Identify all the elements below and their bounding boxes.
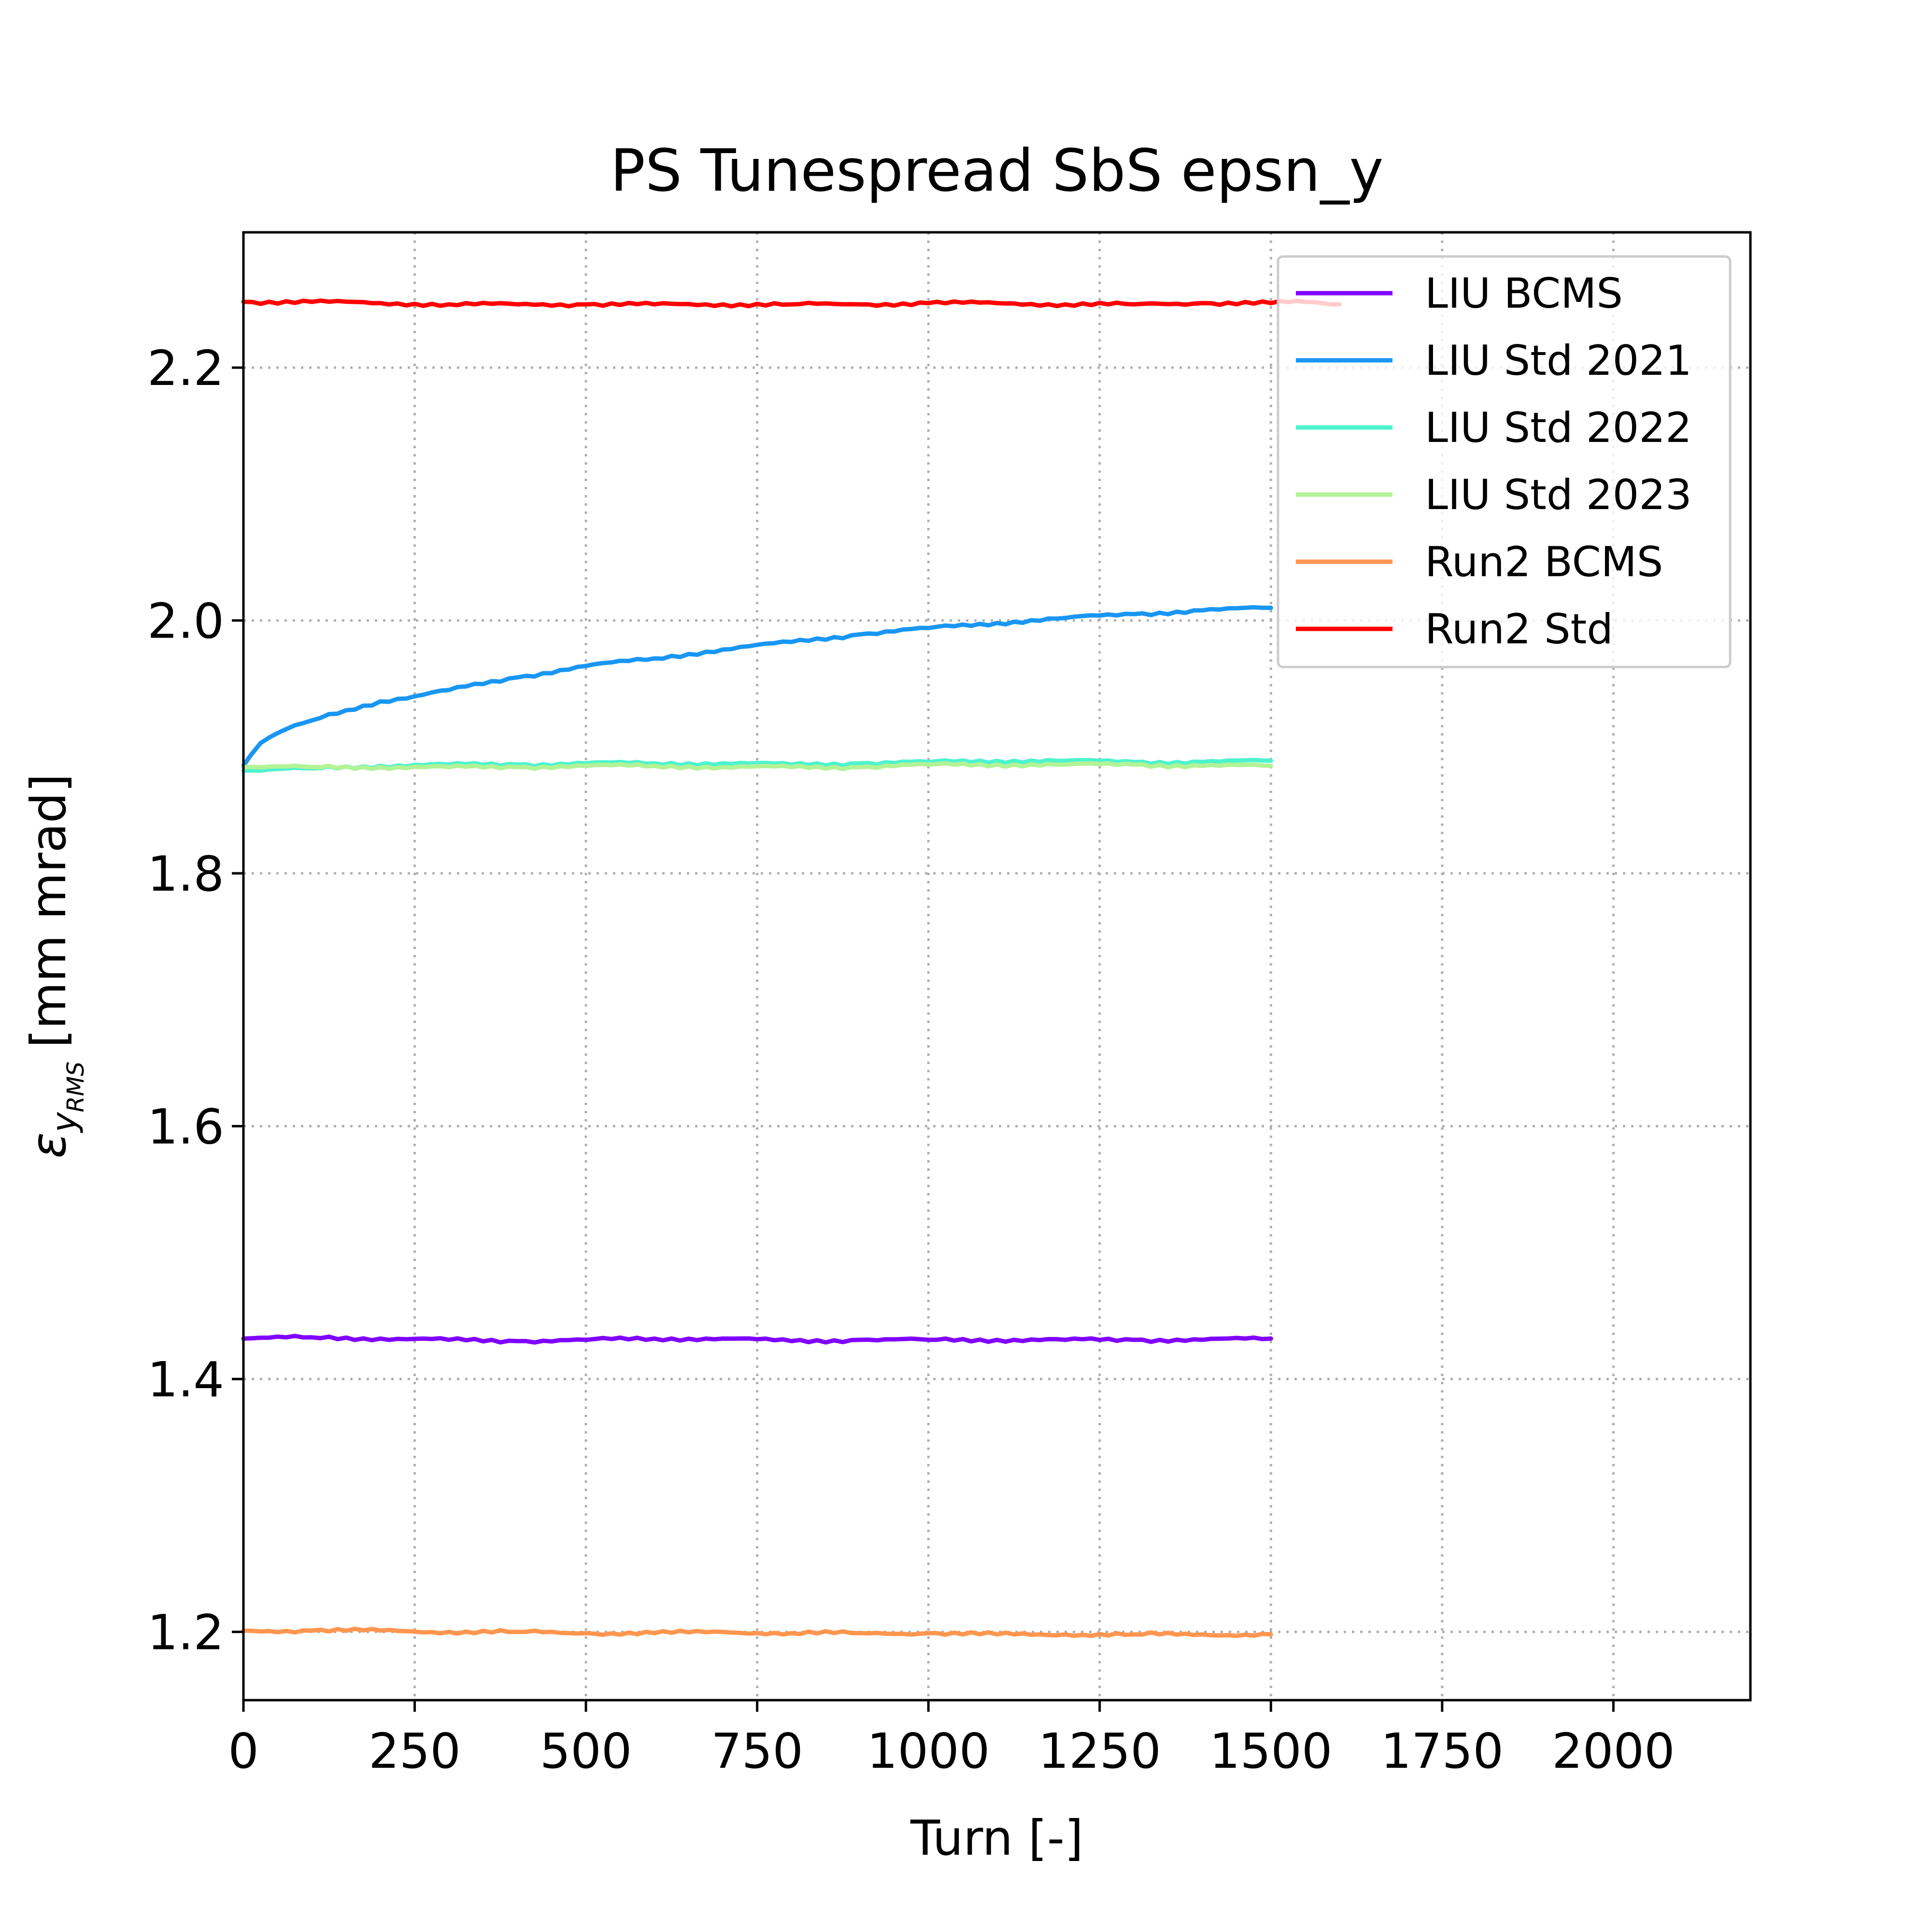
series-line bbox=[241, 1334, 1273, 1345]
x-tick-label: 1500 bbox=[1209, 1723, 1333, 1779]
legend-label: Run2 Std bbox=[1425, 605, 1613, 653]
plot-frame bbox=[242, 231, 1752, 1702]
y-tick-label: 1.2 bbox=[147, 1605, 224, 1661]
x-axis-label: Turn [-] bbox=[910, 1810, 1083, 1866]
series-line bbox=[241, 761, 1273, 771]
plot-series bbox=[241, 298, 1342, 1638]
series-line bbox=[241, 298, 1342, 309]
legend-label: Run2 BCMS bbox=[1425, 538, 1663, 586]
y-tick-label: 2.2 bbox=[147, 340, 224, 397]
y-tick-label: 1.6 bbox=[147, 1099, 224, 1155]
y-axis-label-symbol: ε bbox=[20, 1132, 77, 1158]
x-tick-label: 750 bbox=[711, 1723, 803, 1779]
x-tick-label: 500 bbox=[540, 1723, 632, 1779]
x-tick-label: 250 bbox=[369, 1723, 461, 1779]
y-axis-label-subsubscript: RMS bbox=[62, 1062, 89, 1112]
series-line bbox=[241, 605, 1273, 768]
y-tick-label: 2.0 bbox=[147, 593, 224, 650]
x-tick-label: 1250 bbox=[1038, 1723, 1161, 1779]
series-line bbox=[241, 1626, 1273, 1638]
legend-label: LIU Std 2021 bbox=[1425, 337, 1692, 385]
y-tick-label: 1.8 bbox=[147, 846, 224, 902]
y-axis-label: εyRMS [mm mrad] bbox=[20, 774, 89, 1159]
x-tick-label: 1000 bbox=[867, 1723, 990, 1779]
legend-label: LIU Std 2022 bbox=[1425, 404, 1692, 452]
y-axis-label-unit: [mm mrad] bbox=[20, 774, 77, 1048]
legend-label: LIU BCMS bbox=[1425, 270, 1623, 318]
chart-title: PS Tunespread SbS epsn_y bbox=[610, 138, 1383, 205]
x-tick-label: 1750 bbox=[1381, 1723, 1504, 1779]
y-tick-label: 1.4 bbox=[147, 1351, 224, 1408]
x-tick-label: 2000 bbox=[1552, 1723, 1675, 1779]
y-axis-label-subscript: y bbox=[44, 1111, 84, 1133]
legend-label: LIU Std 2023 bbox=[1425, 471, 1692, 519]
x-tick-label: 0 bbox=[228, 1723, 259, 1779]
x-axis: 0 250 500 750 1000 1250 1500 1750 2000 bbox=[228, 1700, 1675, 1779]
legend: LIU BCMS LIU Std 2021 LIU Std 2022 LIU Std … bbox=[1277, 255, 1732, 668]
y-axis: 1.2 1.4 1.6 1.8 2.0 2.2 bbox=[147, 340, 243, 1661]
